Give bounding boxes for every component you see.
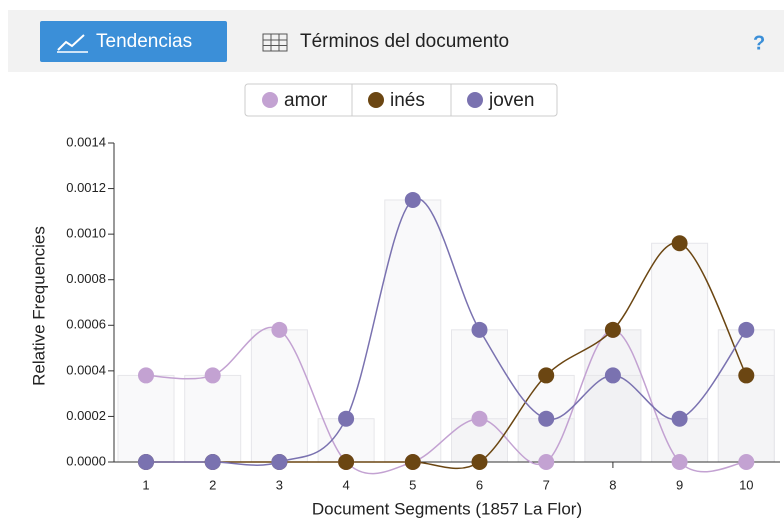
x-tick-label: 4 (342, 477, 349, 492)
bar (184, 374, 242, 463)
x-tick-label: 5 (409, 477, 416, 492)
point (538, 367, 555, 384)
point (138, 454, 154, 470)
point (471, 410, 488, 427)
x-tick-label: 6 (476, 477, 483, 492)
y-axis-label: Relative Frequencies (29, 226, 48, 386)
plot: 0.0000 0.0002 0.0004 0.0006 0.0008 0.0010 0.00… (29, 134, 780, 518)
point (338, 410, 355, 427)
x-tick-label: 1 (142, 477, 149, 492)
bar (384, 199, 442, 463)
point (604, 321, 621, 338)
point (738, 454, 755, 470)
y-tick-label: 0.0000 (66, 453, 106, 468)
point (604, 367, 621, 384)
y-tick-label: 0.0006 (66, 317, 106, 332)
point (404, 454, 421, 470)
x-tick-label: 3 (276, 477, 283, 492)
x-axis-label: Document Segments (1857 La Flor) (312, 499, 582, 518)
x-tick-label: 7 (543, 477, 550, 492)
legend: amor inés joven (244, 83, 558, 117)
point (271, 321, 288, 338)
x-tick-label: 8 (609, 477, 616, 492)
point (538, 454, 555, 470)
point (471, 321, 488, 338)
trend-icon (57, 34, 85, 51)
point (338, 454, 355, 470)
series-line (145, 326, 747, 475)
bar (584, 374, 642, 463)
point (271, 454, 288, 470)
bar (451, 329, 508, 463)
y-tick-label: 0.0010 (66, 226, 106, 241)
bar (117, 374, 175, 463)
y-tick-label: 0.0008 (66, 271, 106, 286)
legend-swatch (467, 92, 483, 108)
point (738, 321, 755, 338)
point (204, 454, 221, 470)
point (671, 410, 688, 427)
point (538, 410, 555, 427)
tab-label[interactable]: Términos del documento (300, 31, 509, 52)
point (404, 191, 421, 208)
point (738, 367, 755, 384)
tab-label: Tendencias (96, 31, 192, 52)
legend-label[interactable]: amor (284, 90, 328, 111)
table-icon (262, 33, 288, 52)
bar (717, 374, 775, 463)
help[interactable]: ? (753, 32, 765, 54)
legend-box (244, 83, 558, 117)
y-tick-label: 0.0012 (66, 180, 106, 195)
point (138, 367, 154, 384)
legend-swatch (368, 92, 384, 108)
point (471, 454, 488, 470)
point (671, 235, 688, 252)
y-tick-label: 0.0004 (66, 362, 106, 377)
x-tick-label: 9 (676, 477, 683, 492)
x-tick-label: 10 (739, 477, 753, 492)
bar (250, 329, 308, 463)
y-tick-label: 0.0002 (66, 408, 106, 423)
point (204, 367, 221, 384)
x-tick-label: 2 (209, 477, 216, 492)
legend-label[interactable]: joven (488, 90, 534, 111)
bar (717, 329, 775, 463)
y-tick-label: 0.0014 (66, 134, 106, 149)
legend-label[interactable]: inés (390, 90, 425, 111)
point (671, 454, 688, 470)
legend-swatch (262, 92, 278, 108)
